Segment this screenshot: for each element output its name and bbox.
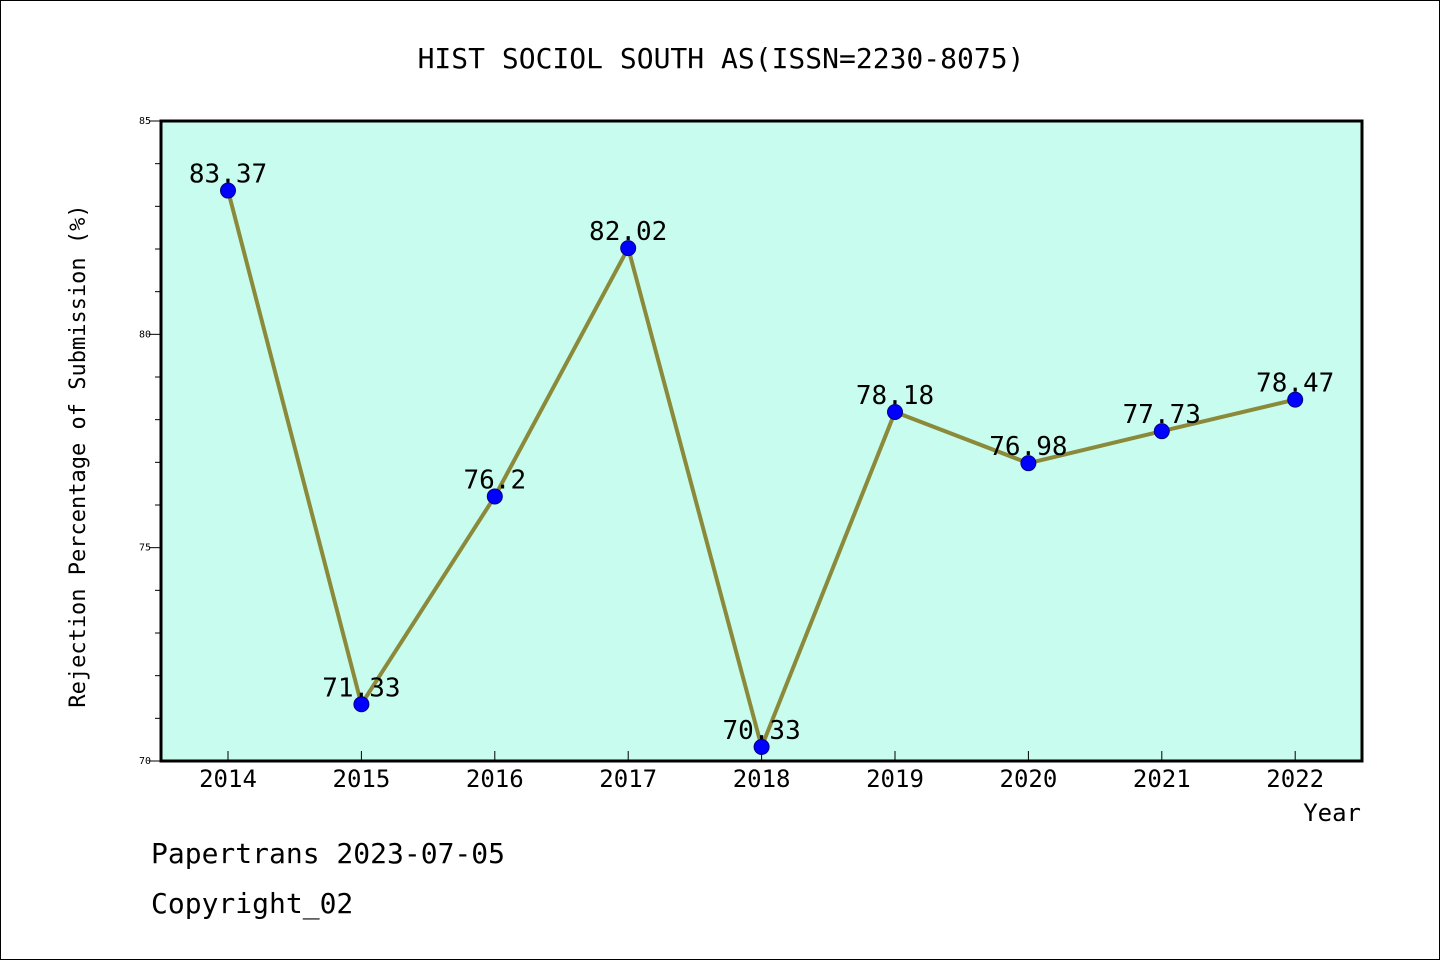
data-label: 76.98 [989, 432, 1067, 462]
y-tick-label: 80 [139, 329, 151, 340]
x-tick-label: 2020 [1000, 765, 1058, 793]
y-tick-label: 70 [139, 756, 151, 767]
data-label: 70.33 [722, 716, 800, 746]
data-point [486, 488, 503, 505]
y-tick-label: 75 [139, 543, 151, 554]
y-tick-label: 85 [139, 116, 151, 127]
data-label: 77.73 [1123, 400, 1201, 430]
x-axis-ticks: 2014 2015 2016 2017 2018 2019 2020 2021 2022 [199, 751, 1324, 793]
data-point [353, 696, 370, 713]
data-label: 82.02 [589, 217, 667, 247]
series-group: 83.37 71.33 76.2 82.02 70.33 78.18 76.98 77.73 7… [189, 160, 1334, 755]
x-tick-label: 2014 [199, 765, 257, 793]
data-label: 83.37 [189, 160, 267, 190]
x-tick-label: 2022 [1266, 765, 1324, 793]
x-tick-label: 2017 [599, 765, 657, 793]
x-tick-label: 2019 [866, 765, 924, 793]
y-axis-label: Rejection Percentage of Submission (%) [66, 204, 91, 707]
footer-copyright-text: Copyright_02 [151, 887, 354, 920]
y-axis-ticks: 70 75 80 85 [139, 116, 161, 767]
chart-title: HIST SOCIOL SOUTH AS(ISSN=2230-8075) [418, 42, 1025, 75]
plot-area [159, 119, 1364, 763]
data-point [220, 182, 236, 199]
data-label: 78.18 [856, 381, 934, 411]
x-tick-label: 2021 [1133, 765, 1191, 793]
footer-date-text: Papertrans 2023-07-05 [151, 837, 506, 870]
data-point [1287, 391, 1304, 408]
x-tick-label: 2016 [466, 765, 524, 793]
data-label: 78.47 [1256, 369, 1334, 399]
data-point [1020, 455, 1037, 472]
data-label: 76.2 [463, 465, 526, 495]
data-label: 71.33 [322, 673, 400, 703]
x-axis-label: Year [1303, 799, 1361, 827]
x-tick-label: 2015 [333, 765, 391, 793]
data-point [1153, 423, 1170, 440]
data-point [887, 403, 903, 420]
x-tick-label: 2018 [733, 765, 791, 793]
data-point [620, 240, 637, 257]
data-point [753, 738, 770, 755]
